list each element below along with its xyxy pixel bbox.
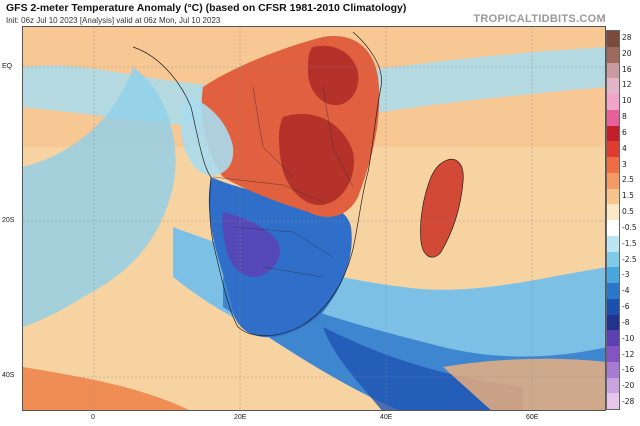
colorbar-swatch [607, 94, 619, 110]
colorbar-tick-label: 6 [622, 128, 627, 137]
colorbar-swatch [607, 204, 619, 220]
colorbar-tick-label: -20 [622, 381, 634, 390]
colorbar-swatch [607, 63, 619, 79]
lat-label-40s: 40S [2, 372, 14, 379]
watermark: TROPICALTIDBITS.COM [473, 13, 606, 25]
colorbar-swatch [607, 173, 619, 189]
lon-label-0: 0 [91, 414, 95, 421]
colorbar-tick-label: -3 [622, 270, 629, 279]
colorbar-swatch [607, 346, 619, 362]
colorbar-swatch [607, 110, 619, 126]
colorbar-swatch [607, 393, 619, 409]
colorbar-swatch [607, 315, 619, 331]
colorbar-tick-label: 28 [622, 33, 632, 42]
colorbar [606, 30, 620, 410]
colorbar-tick-label: -28 [622, 397, 634, 406]
colorbar-swatch [607, 141, 619, 157]
colorbar-tick-label: -1.5 [622, 239, 637, 248]
lat-label-20s: 20S [2, 217, 14, 224]
colorbar-swatch [607, 330, 619, 346]
colorbar-swatch [607, 252, 619, 268]
map-subtitle: Init: 06z Jul 10 2023 [Analysis] valid a… [6, 16, 220, 25]
colorbar-tick-label: 8 [622, 112, 627, 121]
colorbar-tick-label: 16 [622, 65, 632, 74]
colorbar-swatch [607, 362, 619, 378]
lat-label-eq: EQ [2, 63, 12, 70]
colorbar-swatch [607, 31, 619, 47]
colorbar-swatch [607, 378, 619, 394]
colorbar-swatch [607, 157, 619, 173]
colorbar-tick-label: -12 [622, 350, 634, 359]
colorbar-tick-label: -10 [622, 334, 634, 343]
colorbar-swatch [607, 267, 619, 283]
colorbar-tick-label: -0.5 [622, 223, 637, 232]
colorbar-tick-label: 0.5 [622, 207, 634, 216]
map-canvas [23, 27, 606, 411]
colorbar-swatch [607, 47, 619, 63]
colorbar-swatch [607, 299, 619, 315]
anomaly-map[interactable] [22, 26, 606, 411]
colorbar-swatch [607, 126, 619, 142]
colorbar-tick-label: -6 [622, 302, 629, 311]
colorbar-swatch [607, 220, 619, 236]
colorbar-swatch [607, 283, 619, 299]
colorbar-swatch [607, 189, 619, 205]
lon-label-20e: 20E [234, 414, 246, 421]
colorbar-tick-label: -2.5 [622, 255, 637, 264]
map-title: GFS 2-meter Temperature Anomaly (°C) (ba… [6, 2, 406, 14]
colorbar-tick-label: 4 [622, 144, 627, 153]
lon-label-60e: 60E [526, 414, 538, 421]
colorbar-tick-label: -4 [622, 286, 629, 295]
colorbar-swatch [607, 236, 619, 252]
colorbar-tick-label: 12 [622, 80, 632, 89]
colorbar-tick-label: 1.5 [622, 191, 634, 200]
lon-label-40e: 40E [380, 414, 392, 421]
colorbar-swatch [607, 78, 619, 94]
colorbar-tick-label: 10 [622, 96, 632, 105]
colorbar-tick-label: 2.5 [622, 175, 634, 184]
colorbar-tick-label: 20 [622, 49, 632, 58]
colorbar-tick-label: 3 [622, 160, 627, 169]
colorbar-tick-label: -8 [622, 318, 629, 327]
colorbar-tick-label: -16 [622, 365, 634, 374]
